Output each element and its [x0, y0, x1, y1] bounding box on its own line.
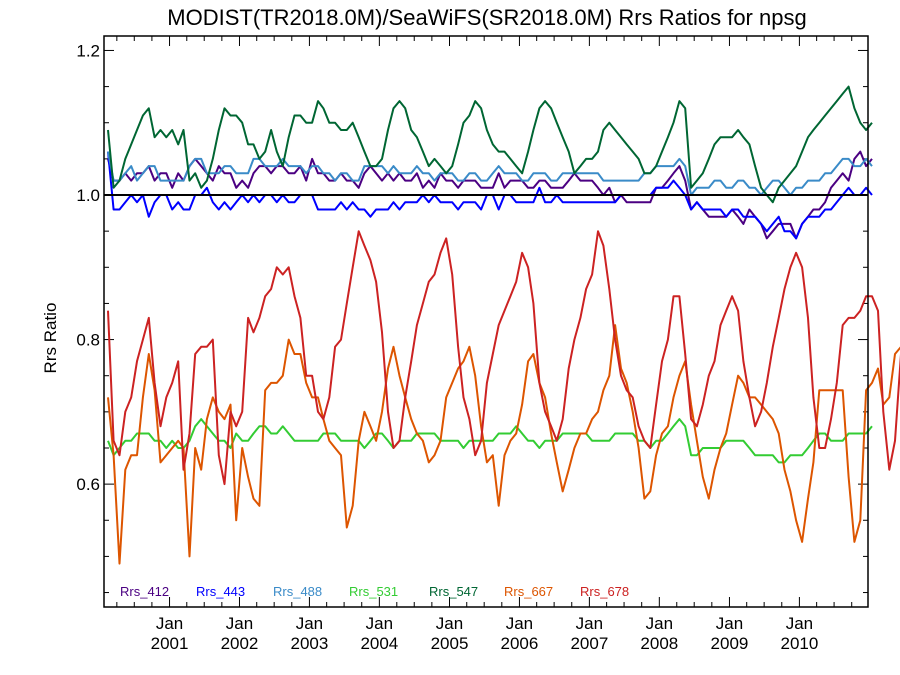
series-line-rrs-488	[107, 151, 873, 196]
plot-frame	[103, 35, 869, 608]
x-tick-label-year: 2005	[431, 634, 469, 653]
series-line-rrs-531	[107, 418, 873, 464]
x-tick-label-year: 2004	[360, 634, 398, 653]
x-tick-label-year: 2007	[570, 634, 608, 653]
x-tick-label-year: 2006	[501, 634, 539, 653]
x-tick-label-month: Jan	[296, 614, 323, 633]
chart-title: MODIST(TR2018.0M)/SeaWiFS(SR2018.0M) Rrs…	[167, 5, 806, 30]
x-tick-label-month: Jan	[576, 614, 603, 633]
x-tick-label-month: Jan	[226, 614, 253, 633]
series-line-rrs-412	[107, 150, 873, 240]
x-tick-label-month: Jan	[506, 614, 533, 633]
legend-item-rrs-667: Rrs_667	[504, 584, 553, 599]
x-tick-label-year: 2009	[711, 634, 749, 653]
x-tick-label-year: 2010	[780, 634, 818, 653]
legend: Rrs_412 Rrs_443 Rrs_488 Rrs_531 Rrs_547 Rrs_6…	[120, 584, 629, 599]
x-tick-label-month: Jan	[436, 614, 463, 633]
y-tick-label: 0.8	[76, 331, 100, 350]
series-line-rrs-667	[107, 324, 900, 565]
series-line-rrs-547	[107, 85, 873, 204]
x-tick-label-month: Jan	[716, 614, 743, 633]
legend-item-rrs-531: Rrs_531	[349, 584, 398, 599]
x-tick-label-month: Jan	[156, 614, 183, 633]
x-tick-label-year: 2003	[291, 634, 329, 653]
y-tick-label: 0.6	[76, 475, 100, 494]
x-tick-label-year: 2008	[640, 634, 678, 653]
legend-item-rrs-488: Rrs_488	[273, 584, 322, 599]
x-tick-label-year: 2002	[221, 634, 259, 653]
legend-item-rrs-443: Rrs_443	[196, 584, 245, 599]
x-tick-label-month: Jan	[366, 614, 393, 633]
y-tick-label: 1.2	[76, 41, 100, 60]
series-layer	[107, 85, 900, 565]
x-tick-label-month: Jan	[786, 614, 813, 633]
x-tick-label-year: 2001	[151, 634, 189, 653]
y-axis-label: Rrs Ratio	[41, 303, 60, 374]
legend-item-rrs-547: Rrs_547	[429, 584, 478, 599]
x-tick-label-month: Jan	[646, 614, 673, 633]
legend-item-rrs-412: Rrs_412	[120, 584, 169, 599]
tick-layer: 0.60.81.01.2Jan2001Jan2002Jan2003Jan2004…	[76, 36, 868, 653]
series-line-rrs-678	[107, 230, 900, 486]
legend-item-rrs-678: Rrs_678	[580, 584, 629, 599]
y-tick-label: 1.0	[76, 186, 100, 205]
